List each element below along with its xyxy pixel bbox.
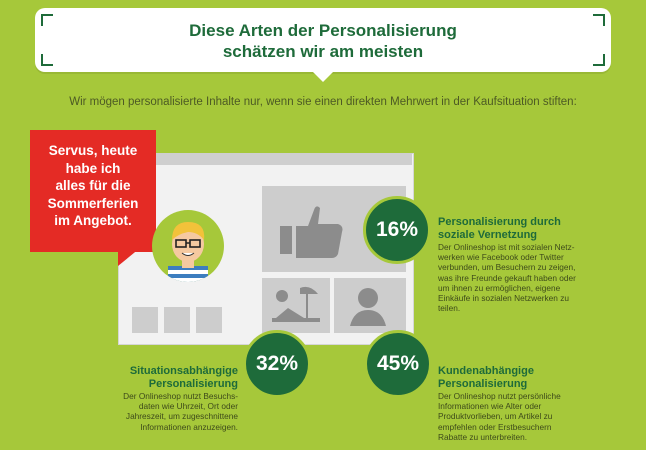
- heading-line: Kundenabhängige: [438, 365, 534, 377]
- browser-bar: [118, 153, 412, 165]
- boy-avatar-icon: [168, 222, 208, 282]
- item-heading: Situationsabhängige Personalisierung: [116, 365, 238, 391]
- text-line: Informationen anzuzeigen.: [140, 421, 238, 432]
- percent-badge: 16%: [363, 196, 431, 264]
- corner-mark: [593, 14, 605, 26]
- bubble-tail: [118, 248, 140, 266]
- avatar: [152, 210, 224, 282]
- text-line: um ihnen zu ermöglichen, eigene: [438, 282, 561, 293]
- beach-icon: [272, 286, 320, 322]
- beach-tile: [262, 278, 330, 333]
- corner-mark: [593, 54, 605, 66]
- item-text: Der Onlineshop nutzt persönliche Informa…: [438, 391, 561, 442]
- heading-line: Personalisierung durch: [438, 216, 561, 228]
- text-line: verbunden, um Besuchern zu zeigen,: [438, 262, 576, 273]
- text-line: Einkäufe in sozialen Netzwerken zu: [438, 293, 569, 304]
- bubble-line: Servus, heute: [48, 143, 138, 158]
- item-text: Der Onlineshop ist mit sozialen Netz- we…: [438, 242, 576, 313]
- bubble-line: alles für die: [55, 178, 131, 193]
- title-line-2: schätzen wir am meisten: [222, 42, 424, 61]
- speech-bubble: Servus, heute habe ich alles für die Som…: [30, 130, 156, 252]
- bubble-line: habe ich: [65, 160, 121, 176]
- heading-line: Situationsabhängige: [129, 365, 238, 377]
- title-line-1: Diese Arten der Personalisierung: [189, 21, 457, 40]
- text-line: teilen.: [438, 303, 461, 314]
- text-line: Der Onlineshop ist mit sozialen Netz-: [438, 242, 575, 252]
- text-line: Jahreszeit, um zugeschnittene: [125, 411, 238, 422]
- person-tile: [334, 278, 406, 333]
- page-title: Diese Arten der Personalisierung schätze…: [35, 20, 611, 62]
- percent-badge: 32%: [243, 330, 311, 398]
- text-line: Rabatte zu unterbreiten.: [438, 431, 528, 442]
- item-text: Der Onlineshop nutzt Besuchs- daten wie …: [116, 391, 238, 432]
- text-line: werken wie Facebook oder Twitter: [438, 252, 564, 263]
- thumbnail: [196, 307, 222, 333]
- title-box: Diese Arten der Personalisierung schätze…: [35, 8, 611, 82]
- thumbs-up-icon: [280, 206, 343, 258]
- heading-line: Personalisierung: [148, 378, 238, 390]
- person-icon: [350, 288, 386, 326]
- text-line: Der Onlineshop nutzt persönliche: [438, 391, 561, 401]
- thumbnail: [164, 307, 190, 333]
- item-heading: Personalisierung durch soziale Vernetzun…: [438, 216, 561, 242]
- item-heading: Kundenabhängige Personalisierung: [438, 365, 534, 391]
- bubble-line: Sommerferien: [47, 195, 139, 211]
- subtitle: Wir mögen personalisierte Inhalte nur, w…: [69, 96, 577, 108]
- text-line: Der Onlineshop nutzt Besuchs-: [123, 391, 238, 401]
- text-line: empfehlen oder Erstbesuchern: [438, 421, 552, 432]
- thumbnail: [132, 307, 158, 333]
- percent-badge: 45%: [364, 330, 432, 398]
- heading-line: Personalisierung: [438, 378, 528, 390]
- text-line: daten wie Uhrzeit, Ort oder: [138, 401, 238, 412]
- bubble-line: im Angebot.: [54, 213, 132, 228]
- heading-line: soziale Vernetzung: [438, 229, 538, 241]
- text-line: was ihre Freunde gekauft haben oder: [438, 272, 576, 283]
- text-line: Produktvorlieben, um Artikel zu: [438, 411, 553, 422]
- corner-mark: [41, 54, 53, 66]
- corner-mark: [41, 14, 53, 26]
- text-line: Informationen wie Alter oder: [438, 401, 542, 412]
